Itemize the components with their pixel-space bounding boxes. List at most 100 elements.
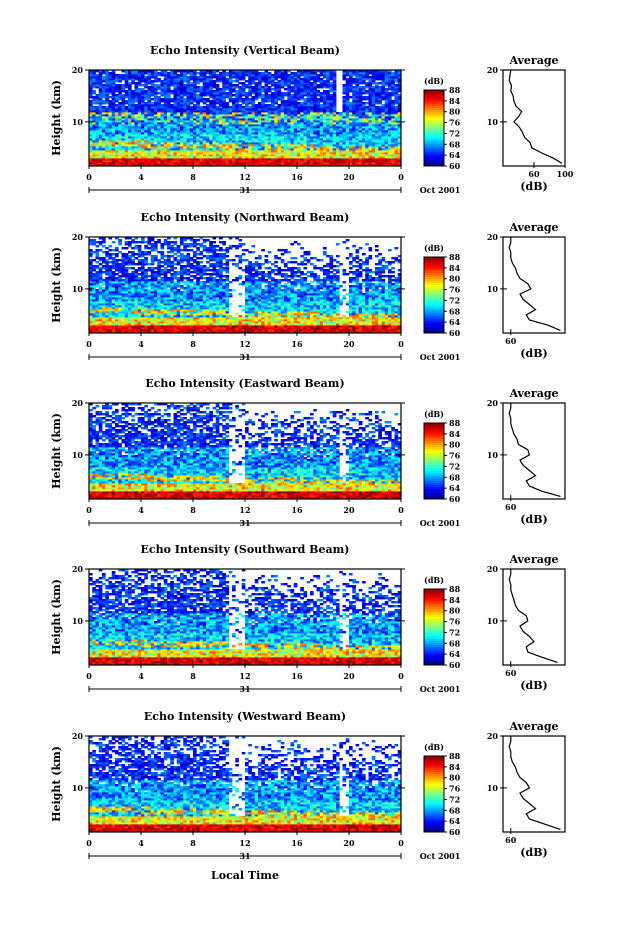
heatmap-cell (278, 80, 282, 82)
heatmap-cell (125, 241, 129, 243)
heatmap-cell (109, 265, 113, 267)
heatmap-cell (226, 78, 230, 80)
profile-title: Average (508, 54, 558, 67)
heatmap-cell (118, 84, 122, 86)
heatmap-cell (190, 106, 194, 108)
heatmap-cell (232, 80, 236, 82)
heatmap-cell (105, 106, 109, 108)
heatmap-cell (239, 82, 243, 84)
heatmap-cell (96, 271, 100, 273)
heatmap-cell (226, 72, 230, 74)
heatmap-cell (385, 88, 389, 90)
heatmap-cell (102, 100, 106, 102)
heatmap-cell (252, 96, 256, 98)
heatmap-cell (235, 90, 239, 92)
heatmap-cell (196, 86, 200, 88)
profile-x-tick-label: 100 (557, 169, 574, 179)
heatmap-cell (349, 96, 353, 98)
heatmap-cell (271, 74, 275, 76)
heatmap-cell (157, 78, 161, 80)
heatmap-cell (190, 82, 194, 84)
heatmap-cell (320, 92, 324, 94)
heatmap-cell (125, 253, 129, 255)
profile-x-tick-label: 60 (528, 169, 540, 179)
heatmap-cell (118, 239, 122, 241)
panel-title: Echo Intensity (Vertical Beam) (150, 44, 340, 57)
heatmap-cell (99, 263, 103, 265)
heatmap-cell (144, 76, 148, 78)
heatmap-cell (300, 78, 304, 80)
y-tick-label: 20 (72, 65, 84, 75)
heatmap-cell (245, 84, 249, 86)
heatmap-cell (216, 106, 220, 108)
heatmap-cell (200, 86, 204, 88)
heatmap-cell (102, 265, 106, 267)
heatmap-cell (125, 267, 129, 269)
heatmap-cell (92, 96, 96, 98)
panel-2: Echo Intensity (Northward Beam)1020Heigh… (50, 211, 565, 362)
heatmap-cell (213, 90, 217, 92)
heatmap-cell (268, 72, 272, 74)
heatmap-cell (271, 88, 275, 90)
heatmap-cell (92, 251, 96, 253)
heatmap-cell (141, 88, 145, 90)
heatmap-cell (102, 251, 106, 253)
heatmap-cell (92, 90, 96, 92)
heatmap-cell (141, 84, 145, 86)
heatmap-cell (261, 86, 265, 88)
heatmap-cell (369, 76, 373, 78)
heatmap-cell (167, 72, 171, 74)
heatmap-cell (297, 102, 301, 104)
heatmap-cell (352, 86, 356, 88)
heatmap-cell (125, 100, 129, 102)
colorbar-tick-label: 72 (449, 128, 460, 138)
heatmap-cell (118, 275, 122, 277)
heatmap-cell (245, 92, 249, 94)
heatmap-cell (206, 98, 210, 100)
heatmap-cell (96, 265, 100, 267)
heatmap-cell (206, 104, 210, 106)
heatmap-cell (248, 106, 252, 108)
heatmap-cell (128, 251, 132, 253)
heatmap-cell (395, 84, 399, 86)
heatmap-cell (245, 80, 249, 82)
heatmap-cell (287, 74, 291, 76)
heatmap-cell (265, 104, 269, 106)
heatmap-cell (317, 90, 321, 92)
heatmap-cell (96, 261, 100, 263)
heatmap-cell (102, 84, 106, 86)
panel-title: Echo Intensity (Northward Beam) (141, 211, 350, 224)
heatmap-cell (99, 267, 103, 269)
heatmap-cell (109, 72, 113, 74)
heatmap-cell (92, 106, 96, 108)
heatmap-cell (300, 102, 304, 104)
heatmap-cell (239, 104, 243, 106)
heatmap-cell (216, 84, 220, 86)
heatmap-cell (128, 273, 132, 275)
heatmap-cell (102, 106, 106, 108)
x-axis-title: Local Time (211, 869, 279, 882)
heatmap-cell (362, 86, 366, 88)
heatmap-cell (105, 277, 109, 279)
heatmap-cell (109, 253, 113, 255)
heatmap-cell (317, 84, 321, 86)
heatmap-cell (391, 100, 395, 102)
heatmap-cell (294, 72, 298, 74)
heatmap-cell (118, 251, 122, 253)
heatmap-cell (216, 74, 220, 76)
heatmap-cell (268, 86, 272, 88)
heatmap-cell (323, 80, 327, 82)
heatmap-cell (268, 104, 272, 106)
heatmap-cell (118, 263, 122, 265)
heatmap-cell (365, 106, 369, 108)
heatmap-cell (362, 102, 366, 104)
heatmap-cell (115, 94, 119, 96)
heatmap-cell (96, 94, 100, 96)
y-axis-label: Height (km) (50, 80, 63, 156)
heatmap-cell (232, 84, 236, 86)
heatmap-cell (365, 102, 369, 104)
heatmap-cell (320, 104, 324, 106)
heatmap-cell (109, 249, 113, 251)
x-tick-label: 20 (343, 172, 355, 182)
heatmap-cell (226, 102, 230, 104)
